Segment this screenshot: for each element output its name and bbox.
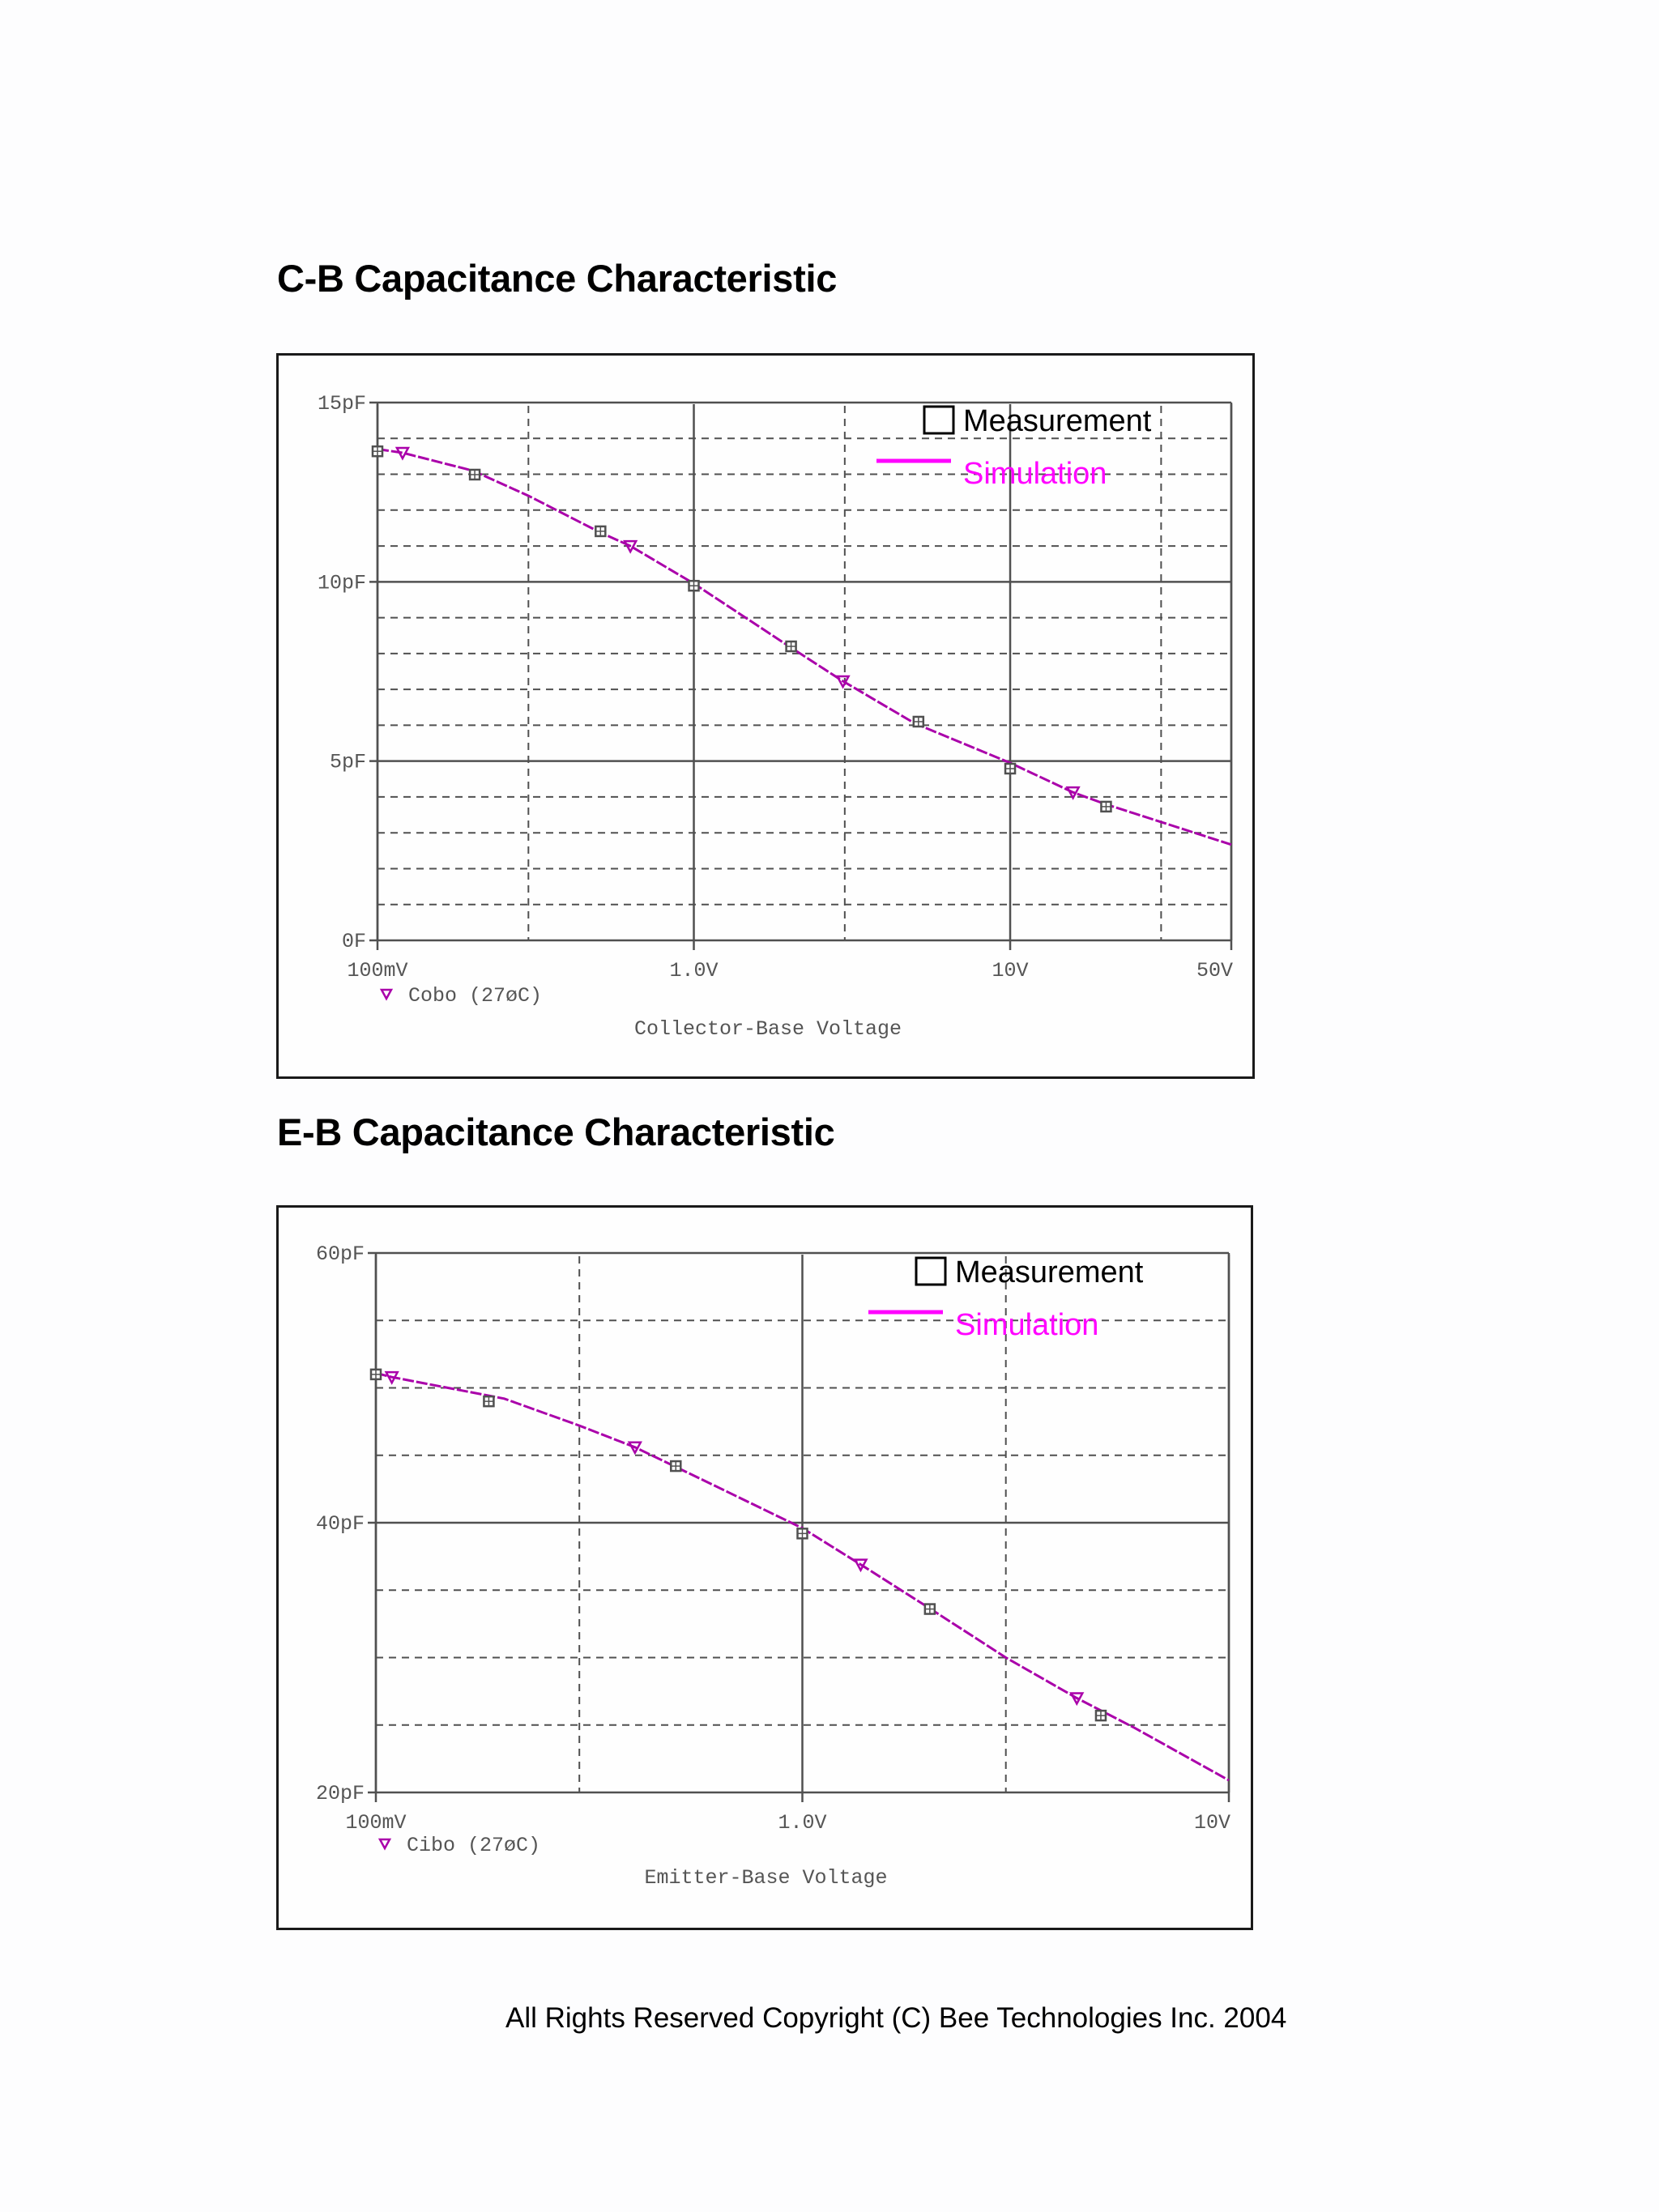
measurement-marker-square	[923, 1603, 936, 1615]
chart-legend: Measurement Simulation	[876, 404, 1152, 491]
x-tick-label: 10V	[1194, 1811, 1230, 1835]
legend-simulation-label: Simulation	[963, 457, 1107, 491]
x-axis-title: Collector-Base Voltage	[634, 1017, 902, 1041]
measurement-marker-square	[1004, 762, 1017, 775]
x-axis-title: Emitter-Base Voltage	[644, 1866, 887, 1890]
cb-capacitance-chart: 0F 5pF 10pF 15pF 100mV 1.0V 10V 50V Measurement S…	[276, 353, 1255, 1079]
measurement-marker-square	[670, 1460, 682, 1473]
legend-measurement-square-icon	[923, 405, 955, 435]
trace-triangle-icon	[377, 1838, 392, 1851]
measurement-marker-square	[912, 715, 925, 728]
x-tick-label: 100mV	[347, 959, 407, 982]
y-tick-label: 40pF	[316, 1512, 365, 1536]
trace-label: Cobo (27øC)	[408, 984, 542, 1008]
y-tick-label: 5pF	[330, 751, 366, 774]
x-tick-label: 1.0V	[670, 959, 719, 982]
simulation-marker-triangle	[1069, 1692, 1085, 1707]
eb-chart-title: E-B Capacitance Characteristic	[277, 1110, 835, 1153]
measurement-marker-square	[1094, 1709, 1107, 1722]
eb-capacitance-chart: 20pF 40pF 60pF 100mV 1.0V 10V Measurement Simul…	[276, 1205, 1253, 1930]
x-tick-label: 10V	[992, 959, 1029, 982]
y-tick-label: 15pF	[318, 392, 366, 416]
copyright-footer: All Rights Reserved Copyright (C) Bee Te…	[505, 2002, 1287, 2034]
simulation-marker-triangle	[1065, 786, 1081, 800]
measurement-marker-square	[688, 579, 700, 592]
simulation-marker-triangle	[835, 675, 851, 689]
trace-triangle-icon	[379, 988, 394, 1001]
measurement-marker-square	[468, 468, 481, 481]
simulation-marker-triangle	[394, 446, 411, 461]
measurement-marker-square	[369, 1368, 382, 1381]
trace-label: Cibo (27øC)	[407, 1834, 540, 1857]
measurement-marker-square	[796, 1528, 808, 1540]
y-tick-label: 20pF	[316, 1782, 365, 1805]
measurement-marker-square	[371, 445, 384, 458]
x-tick-label: 100mV	[345, 1811, 406, 1835]
simulation-marker-triangle	[623, 539, 638, 554]
simulation-marker-triangle	[853, 1558, 868, 1573]
measurement-marker-square	[595, 525, 607, 538]
measurement-marker-square	[785, 640, 797, 653]
legend-measurement-label: Measurement	[955, 1255, 1144, 1289]
measurement-marker-square	[1100, 800, 1112, 813]
x-tick-label: 50V	[1196, 959, 1233, 982]
simulation-marker-triangle	[627, 1441, 642, 1455]
measurement-marker-square	[483, 1395, 495, 1408]
legend-simulation-label: Simulation	[955, 1308, 1098, 1342]
cb-chart-title: C-B Capacitance Characteristic	[277, 257, 838, 300]
chart-legend: Measurement Simulation	[868, 1255, 1144, 1342]
eb-chart-plot: 20pF 40pF 60pF 100mV 1.0V 10V Measurement Simul…	[316, 1242, 1230, 1890]
legend-measurement-label: Measurement	[963, 404, 1152, 438]
y-tick-label: 0F	[342, 930, 366, 953]
y-tick-label: 10pF	[318, 571, 366, 595]
y-tick-label: 60pF	[316, 1242, 365, 1266]
x-tick-label: 1.0V	[778, 1811, 826, 1835]
simulation-marker-triangle	[384, 1370, 399, 1385]
legend-measurement-square-icon	[915, 1256, 947, 1286]
cb-chart-plot: 0F 5pF 10pF 15pF 100mV 1.0V 10V 50V Measurement S…	[318, 392, 1233, 1041]
simulation-curve	[377, 448, 1232, 846]
